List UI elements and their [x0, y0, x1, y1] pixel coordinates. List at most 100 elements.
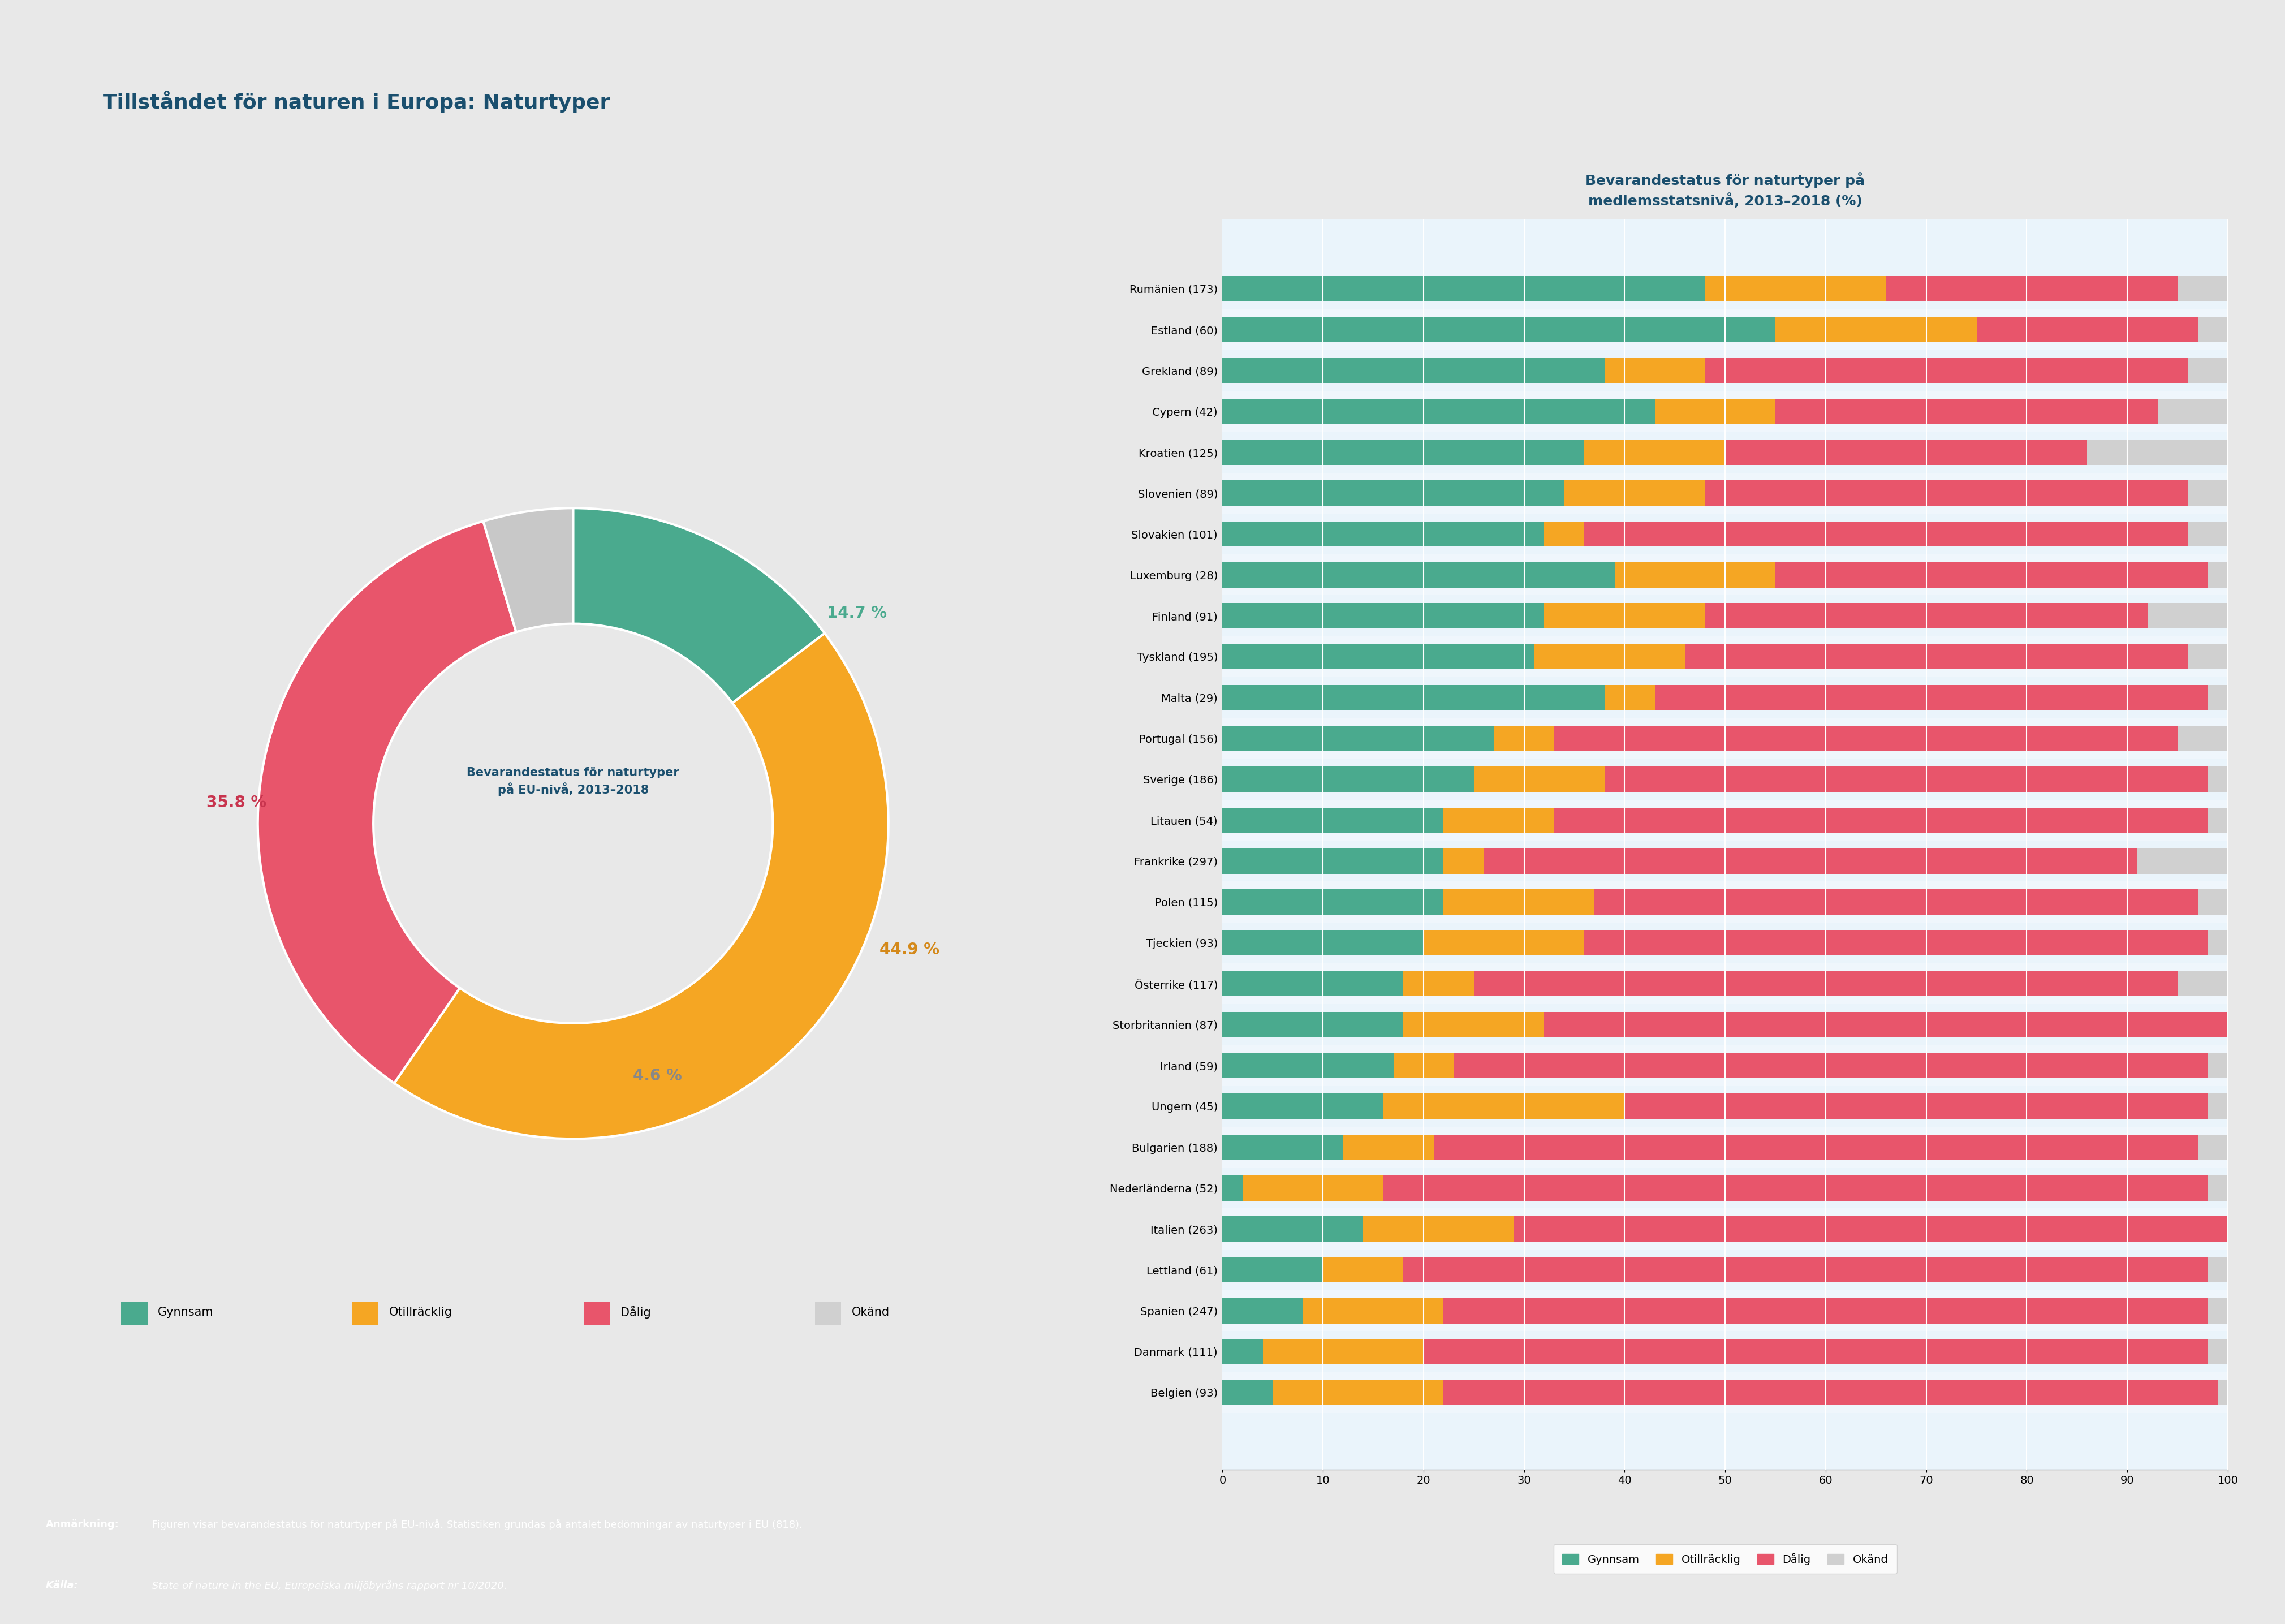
Bar [1775, 317, 1977, 343]
Bar [1222, 890, 1444, 914]
Bar [2187, 357, 2228, 383]
Bar [2136, 848, 2228, 874]
Bar [1222, 1012, 1403, 1038]
Text: Bevarandestatus för naturtyper
på EU-nivå, 2013–2018: Bevarandestatus för naturtyper på EU-niv… [466, 767, 679, 796]
Bar [1474, 767, 1604, 793]
Bar [1222, 1044, 2228, 1086]
Bar [1222, 357, 1604, 383]
Bar [1264, 1338, 1424, 1364]
Bar [1222, 1127, 2228, 1168]
Bar [1222, 963, 2228, 1004]
Bar [1604, 767, 2207, 793]
Bar [1222, 1135, 1344, 1160]
Text: Otillräcklig: Otillräcklig [388, 1307, 452, 1319]
Bar [1403, 971, 1474, 997]
Bar [2219, 1380, 2228, 1405]
Text: Tillståndet för naturen i Europa: Naturtyper: Tillståndet för naturen i Europa: Naturt… [103, 91, 610, 112]
Bar [1654, 400, 1775, 424]
Text: 14.7 %: 14.7 % [827, 606, 887, 620]
Bar [1424, 1338, 2207, 1364]
Bar [1222, 1176, 1243, 1200]
Bar [2207, 1338, 2228, 1364]
Bar [2086, 440, 2228, 464]
Bar [1444, 1380, 2219, 1405]
Bar [2207, 1093, 2228, 1119]
Bar [1775, 400, 2157, 424]
Bar [1222, 718, 2228, 758]
Bar [1222, 726, 1494, 750]
Bar [1554, 807, 2207, 833]
Bar [2207, 767, 2228, 793]
Bar [1515, 1216, 2228, 1242]
Bar [2187, 521, 2228, 547]
Bar [1584, 521, 2187, 547]
Bar [1705, 481, 2187, 505]
Bar [1705, 603, 2148, 628]
Bar [1382, 1176, 2207, 1200]
Bar [1444, 807, 1554, 833]
Bar [2178, 726, 2228, 750]
Bar [1222, 562, 1615, 588]
Bar [1222, 1216, 1364, 1242]
Bar [1444, 1298, 2207, 1324]
Bar [1302, 1298, 1444, 1324]
Text: Dålig: Dålig [619, 1306, 651, 1319]
Bar [1545, 603, 1705, 628]
Bar [2207, 807, 2228, 833]
Bar [2157, 400, 2228, 424]
Bar [1222, 400, 1654, 424]
Wedge shape [258, 521, 516, 1083]
Bar [1483, 848, 2136, 874]
Text: 44.9 %: 44.9 % [880, 942, 939, 958]
Bar [2207, 1176, 2228, 1200]
Text: 35.8 %: 35.8 % [206, 794, 267, 810]
Bar [1533, 645, 1684, 669]
Bar [1222, 685, 1604, 710]
Bar [1222, 1257, 1323, 1283]
Bar [1222, 1338, 1264, 1364]
Bar [1222, 1380, 1273, 1405]
Bar [1222, 481, 1565, 505]
Bar [1424, 931, 1584, 955]
Bar [1222, 391, 2228, 432]
Bar [1222, 554, 2228, 596]
Wedge shape [395, 633, 889, 1138]
Bar [2187, 645, 2228, 669]
Text: 4.6 %: 4.6 % [633, 1069, 681, 1083]
Bar [1684, 645, 2187, 669]
Bar [1403, 1257, 2207, 1283]
Bar [1222, 807, 1444, 833]
Wedge shape [574, 508, 825, 703]
Bar [1403, 1012, 1545, 1038]
Bar [1222, 1289, 2228, 1332]
Bar [1444, 890, 1595, 914]
Bar [1222, 603, 1545, 628]
Bar [1222, 1052, 1394, 1078]
Bar [1604, 685, 1654, 710]
Bar [1545, 521, 1584, 547]
Bar [2207, 1052, 2228, 1078]
Bar [1222, 309, 2228, 351]
Bar [1222, 276, 1705, 302]
Bar [1494, 726, 1554, 750]
Bar [2198, 1135, 2228, 1160]
Bar [2187, 481, 2228, 505]
Bar [1584, 931, 2207, 955]
Bar [1222, 1208, 2228, 1249]
Bar [1584, 440, 1725, 464]
Bar [1885, 276, 2178, 302]
Bar [816, 1302, 841, 1325]
Text: Gynnsam: Gynnsam [158, 1307, 215, 1319]
Bar [1222, 971, 1403, 997]
Text: Figuren visar bevarandestatus för naturtyper på EU-nivå. Statistiken grundas på : Figuren visar bevarandestatus för naturt… [149, 1518, 802, 1530]
Bar [1222, 882, 2228, 922]
Bar [1625, 1093, 2207, 1119]
Wedge shape [482, 508, 574, 632]
Bar [1222, 1372, 2228, 1413]
Bar [352, 1302, 379, 1325]
Bar [2207, 1298, 2228, 1324]
Bar [2178, 971, 2228, 997]
Bar [1222, 440, 1584, 464]
Bar [121, 1302, 149, 1325]
Bar [1433, 1135, 2198, 1160]
